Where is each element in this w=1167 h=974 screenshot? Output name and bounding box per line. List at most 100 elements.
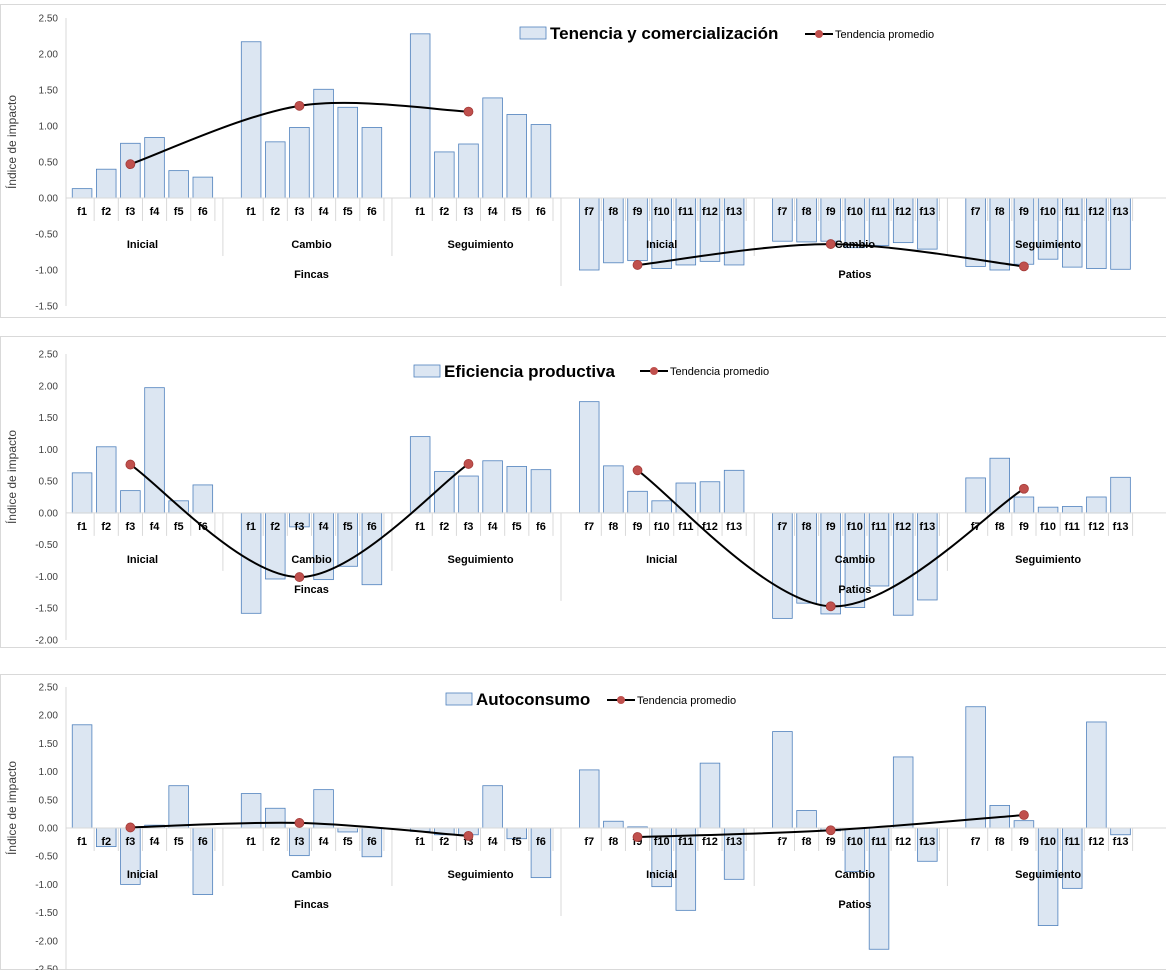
bar [71,188,93,199]
category-label: f10 [847,521,863,533]
category-label: f11 [871,206,886,218]
bar [1013,496,1035,514]
category-label: f6 [367,836,377,848]
category-label: f13 [726,836,742,848]
legend-point-swatch [617,696,625,704]
category-label: f12 [895,836,911,848]
bar [989,457,1011,514]
bar [96,446,117,514]
category-label: f9 [1019,836,1029,848]
category-label: f7 [778,521,788,533]
y-tick-label: -1.00 [35,266,58,277]
y-tick-label: 2.00 [39,711,59,722]
bar [96,168,117,199]
legend-label: Tendencia promedio [670,366,769,378]
phase-label: Seguimiento [1015,239,1081,251]
trend-point [825,825,836,836]
trend-point [463,830,474,841]
category-label: f8 [802,836,812,848]
trend-point [125,459,136,470]
bar [579,401,600,514]
category-label: f1 [246,206,256,218]
y-tick-label: -1.50 [35,908,58,919]
category-label: f13 [919,206,935,218]
category-label: f10 [654,836,670,848]
phase-label: Inicial [646,869,677,881]
category-label: f6 [198,206,208,218]
category-label: f9 [826,521,836,533]
chart-autoconsumo: 2.50 2.00 1.50 1.00 0.50 0.00 -0.50 -1.00 -1.50 -… [0,674,1166,970]
y-tick-label: 1.50 [39,739,59,750]
category-label: f9 [633,206,643,218]
category-label: f11 [1065,206,1080,218]
category-label: f5 [174,206,184,218]
bar [313,789,334,829]
bar [603,820,624,829]
y-tick-label: -2.00 [35,936,58,947]
bar [1062,506,1083,514]
category-label: f7 [778,836,788,848]
trend-point [632,260,643,270]
phase-label: Inicial [127,239,158,251]
bar [313,88,334,199]
trend-point [632,465,643,476]
category-label: f6 [536,206,546,218]
category-label: f12 [895,206,911,218]
bar [1037,506,1059,514]
category-label: f9 [1019,521,1029,533]
y-tick-label: 1.00 [39,445,59,456]
bar [506,466,528,514]
y-tick-label: -1.00 [35,880,58,891]
phase-label: Seguimiento [1015,869,1081,881]
bar [844,827,866,872]
bar [289,127,310,199]
legend-point-swatch [815,30,823,38]
category-label: f4 [319,521,330,533]
category-label: f6 [367,206,377,218]
category-label: f11 [678,836,693,848]
category-label: f12 [702,836,718,848]
category-label: f4 [488,206,499,218]
bar [965,477,986,514]
category-label: f8 [608,521,618,533]
y-tick-label: 1.50 [39,413,59,424]
category-label: f3 [295,836,305,848]
y-tick-label: 1.00 [39,122,59,133]
category-label: f4 [150,206,161,218]
bar [337,106,358,199]
category-label: f5 [174,521,184,533]
category-label: f7 [584,521,594,533]
category-label: f10 [1040,521,1056,533]
chart-title: Eficiencia productiva [444,362,616,381]
category-label: f5 [512,206,522,218]
legend-label: Tendencia promedio [835,29,934,41]
y-tick-label: -0.50 [35,852,58,863]
category-label: f1 [415,206,425,218]
legend-label: Tendencia promedio [637,695,736,707]
category-label: f8 [608,836,618,848]
trend-point [294,100,305,111]
trend-point [1019,261,1029,272]
category-label: f11 [678,206,693,218]
category-label: f1 [77,836,87,848]
category-label: f1 [415,836,425,848]
group-label: Fincas [294,899,329,911]
phase-label: Seguimiento [448,239,514,251]
y-tick-label: 0.00 [39,824,59,835]
category-label: f13 [919,836,935,848]
category-label: f5 [343,836,353,848]
bar [482,785,503,829]
bar [530,469,552,514]
category-label: f3 [295,206,305,218]
category-label: f13 [919,521,935,533]
category-label: f3 [125,206,135,218]
chart-frame [0,674,1166,970]
chart-tenencia: 2.50 2.00 1.50 1.00 0.50 0.00 -0.50 -1.00 -1.50 Í… [0,4,1166,318]
chart-title: Autoconsumo [476,690,590,709]
category-label: f8 [995,836,1005,848]
y-axis-title: Índice de impacto [4,430,19,524]
category-label: f2 [270,206,280,218]
category-label: f11 [871,836,886,848]
y-tick-label: 1.50 [39,86,59,97]
